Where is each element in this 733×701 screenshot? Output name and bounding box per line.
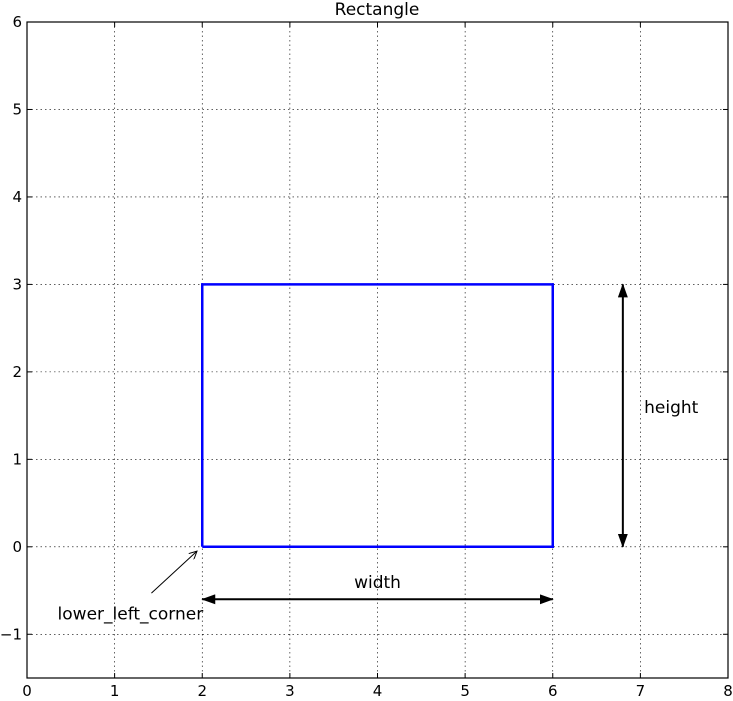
annotation-label-height: height: [644, 398, 699, 418]
chart-title: Rectangle: [335, 0, 420, 20]
plot-marks: width height lower_left_corner: [58, 283, 699, 624]
annotation-label-width: width: [354, 573, 401, 593]
x-tick-label: 5: [460, 682, 470, 697]
annotation-label-lower-left-corner: lower_left_corner: [58, 604, 204, 624]
y-tick-label: 0: [12, 538, 22, 556]
ticks: 0 1 2 3 4 5 6 7 8 −1 0 1 2 3 4 5 6: [0, 13, 733, 700]
annotation-arrow: [151, 551, 197, 594]
y-tick-label: −1: [0, 625, 22, 643]
x-tick-label: 8: [723, 682, 733, 697]
y-tick-label: 1: [12, 450, 22, 468]
rectangle-outline: [201, 283, 554, 549]
x-tick-label: 4: [373, 682, 383, 697]
x-tick-label: 7: [636, 682, 646, 697]
x-tick-label: 3: [285, 682, 295, 697]
y-tick-label: 4: [12, 188, 22, 206]
y-tick-label: 5: [12, 100, 22, 118]
y-tick-label: 3: [12, 275, 22, 293]
x-tick-label: 1: [110, 682, 120, 697]
x-tick-label: 0: [22, 682, 32, 697]
y-tick-label: 2: [12, 363, 22, 381]
y-tick-label: 6: [12, 13, 22, 31]
grid: [27, 22, 728, 678]
axes-frame: [26, 21, 729, 679]
x-tick-label: 6: [548, 682, 558, 697]
x-tick-label: 2: [197, 682, 207, 697]
